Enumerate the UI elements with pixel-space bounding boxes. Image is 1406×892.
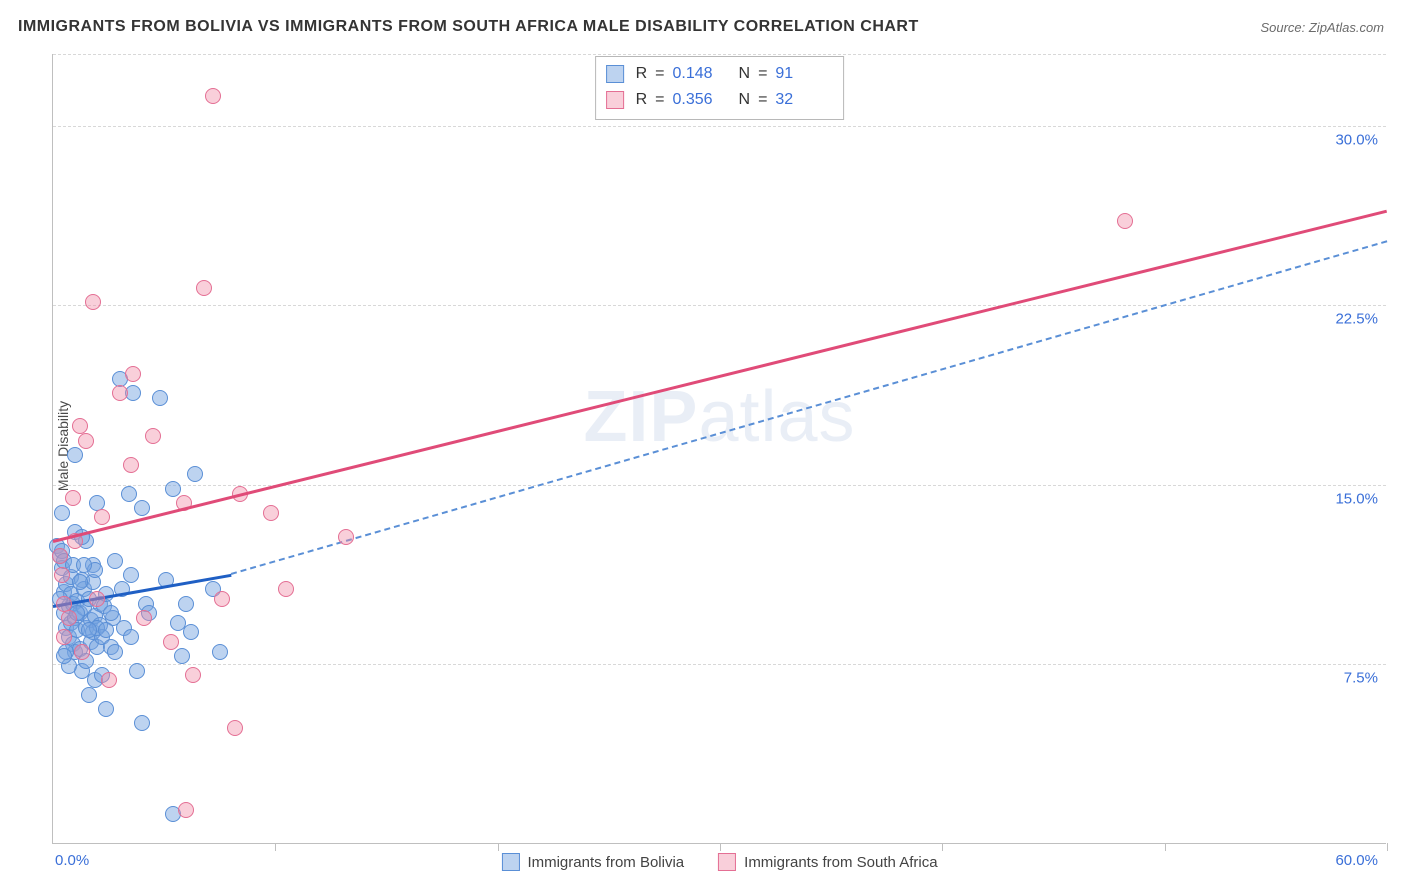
gridline <box>53 54 1386 55</box>
point-bolivia <box>134 500 150 516</box>
point-south-africa <box>125 366 141 382</box>
swatch-south-africa <box>718 853 736 871</box>
point-bolivia <box>123 567 139 583</box>
point-bolivia <box>107 553 123 569</box>
legend-label-bolivia: Immigrants from Bolivia <box>527 854 684 871</box>
point-bolivia <box>183 624 199 640</box>
point-south-africa <box>94 509 110 525</box>
point-south-africa <box>1117 213 1133 229</box>
y-tick-label: 15.0% <box>1335 490 1378 507</box>
stats-legend-box: R = 0.148 N = 91 R = 0.356 N = 32 <box>595 56 845 120</box>
south-africa-R-value: 0.356 <box>673 87 727 113</box>
point-bolivia <box>67 447 83 463</box>
swatch-bolivia <box>501 853 519 871</box>
legend-item-bolivia: Immigrants from Bolivia <box>501 853 684 871</box>
point-south-africa <box>52 548 68 564</box>
y-tick-label: 30.0% <box>1335 131 1378 148</box>
point-bolivia <box>129 663 145 679</box>
point-bolivia <box>103 605 119 621</box>
point-south-africa <box>196 280 212 296</box>
point-south-africa <box>56 629 72 645</box>
stats-row-south-africa: R = 0.356 N = 32 <box>606 87 830 113</box>
point-bolivia <box>121 486 137 502</box>
x-tick <box>1387 843 1388 851</box>
point-south-africa <box>185 667 201 683</box>
point-south-africa <box>338 529 354 545</box>
point-bolivia <box>187 466 203 482</box>
source-attribution: Source: ZipAtlas.com <box>1260 20 1384 35</box>
y-tick-label: 22.5% <box>1335 311 1378 328</box>
gridline <box>53 305 1386 306</box>
point-south-africa <box>278 581 294 597</box>
point-bolivia <box>152 390 168 406</box>
point-south-africa <box>123 457 139 473</box>
point-south-africa <box>54 567 70 583</box>
gridline <box>53 664 1386 665</box>
point-bolivia <box>165 481 181 497</box>
point-south-africa <box>227 720 243 736</box>
point-bolivia <box>81 687 97 703</box>
stat-R-label: R <box>636 61 648 87</box>
point-south-africa <box>85 294 101 310</box>
point-bolivia <box>107 644 123 660</box>
bolivia-R-value: 0.148 <box>673 61 727 87</box>
legend-item-south-africa: Immigrants from South Africa <box>718 853 937 871</box>
bottom-legend: Immigrants from Bolivia Immigrants from … <box>501 853 937 871</box>
regression-line-south-africa <box>53 210 1388 543</box>
point-bolivia <box>81 622 97 638</box>
point-bolivia <box>134 715 150 731</box>
point-south-africa <box>163 634 179 650</box>
point-south-africa <box>78 433 94 449</box>
regression-line-bolivia-dashed <box>231 241 1388 576</box>
equals-sign: = <box>655 61 664 87</box>
point-bolivia <box>76 557 92 573</box>
x-tick <box>275 843 276 851</box>
point-south-africa <box>263 505 279 521</box>
point-south-africa <box>61 610 77 626</box>
point-bolivia <box>98 701 114 717</box>
point-south-africa <box>145 428 161 444</box>
south-africa-N-value: 32 <box>775 87 829 113</box>
x-tick <box>942 843 943 851</box>
point-bolivia <box>178 596 194 612</box>
stat-R-label: R <box>636 87 648 113</box>
swatch-south-africa <box>606 91 624 109</box>
point-bolivia <box>56 648 72 664</box>
point-bolivia <box>72 574 88 590</box>
legend-label-south-africa: Immigrants from South Africa <box>744 854 937 871</box>
stats-row-bolivia: R = 0.148 N = 91 <box>606 61 830 87</box>
stat-N-label: N <box>739 61 751 87</box>
point-south-africa <box>74 644 90 660</box>
point-south-africa <box>101 672 117 688</box>
point-south-africa <box>214 591 230 607</box>
bolivia-N-value: 91 <box>775 61 829 87</box>
point-bolivia <box>212 644 228 660</box>
point-bolivia <box>98 622 114 638</box>
watermark: ZIPatlas <box>583 376 855 458</box>
point-bolivia <box>123 629 139 645</box>
point-bolivia <box>174 648 190 664</box>
point-south-africa <box>178 802 194 818</box>
chart-plot-area: ZIPatlas R = 0.148 N = 91 R = 0.356 N = … <box>52 54 1386 844</box>
point-south-africa <box>205 88 221 104</box>
point-south-africa <box>65 490 81 506</box>
point-south-africa <box>136 610 152 626</box>
x-tick <box>498 843 499 851</box>
chart-title: IMMIGRANTS FROM BOLIVIA VS IMMIGRANTS FR… <box>18 18 919 36</box>
gridline <box>53 126 1386 127</box>
equals-sign: = <box>758 61 767 87</box>
y-tick-label: 7.5% <box>1344 670 1378 687</box>
point-south-africa <box>89 591 105 607</box>
point-south-africa <box>112 385 128 401</box>
swatch-bolivia <box>606 65 624 83</box>
x-axis-max-label: 60.0% <box>1335 852 1378 869</box>
point-bolivia <box>54 505 70 521</box>
stat-N-label: N <box>739 87 751 113</box>
x-axis-min-label: 0.0% <box>55 852 89 869</box>
gridline <box>53 485 1386 486</box>
equals-sign: = <box>655 87 664 113</box>
x-tick <box>720 843 721 851</box>
x-tick <box>1165 843 1166 851</box>
equals-sign: = <box>758 87 767 113</box>
